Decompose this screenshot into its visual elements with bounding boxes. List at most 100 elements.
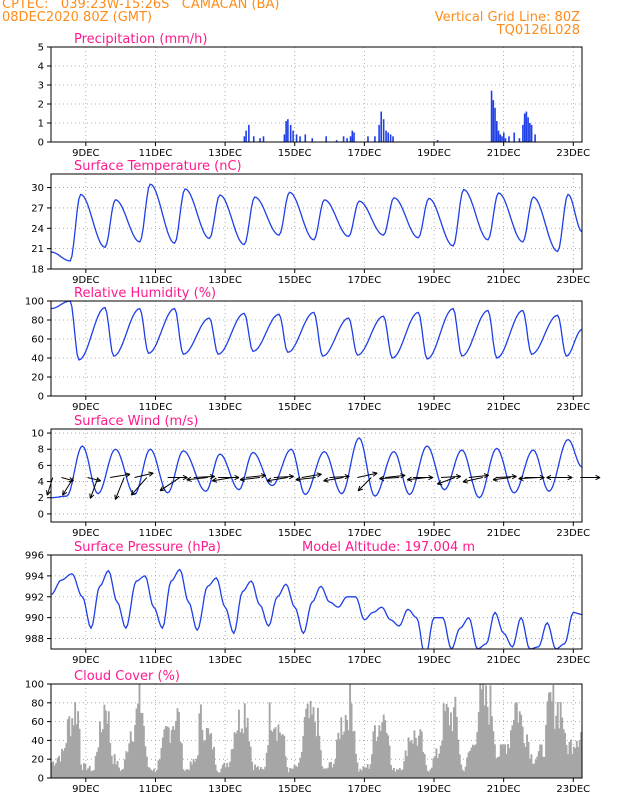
cloud-bar (232, 748, 235, 778)
cloud-bar (545, 724, 547, 778)
cloud-bar (173, 729, 176, 778)
ytick-label-wind: 4 (38, 477, 44, 488)
wind-vector-head (372, 471, 378, 477)
cloud-bar (63, 747, 66, 778)
wind-vector (240, 477, 260, 481)
cloud-bar (417, 735, 420, 778)
cloud-bar (485, 685, 488, 778)
panel-temp: 18 21 24 27 30 9DEC 11DEC 13DEC 15DEC 17DEC 19DEC 2… (31, 159, 590, 286)
cloud-bar (335, 739, 338, 778)
ytick-label-temp: 24 (31, 224, 44, 235)
wind-vector-head (89, 493, 95, 499)
cloud-bar (104, 710, 107, 778)
cloud-bar (393, 767, 395, 778)
wind-vector-head (182, 474, 188, 481)
xtick-label-rh: 11DEC (139, 402, 173, 413)
cloud-bar (363, 767, 366, 778)
cloud-bar (356, 762, 359, 778)
cloud-bar (119, 770, 122, 778)
cloud-bar (318, 735, 321, 778)
wind-vector-head (400, 473, 406, 479)
cloud-bar (562, 729, 565, 778)
panel-title-rh: Relative Humidity (%) (74, 286, 216, 301)
ytick-label-pres: 992 (25, 592, 44, 603)
xtick-label-pres: 21DEC (487, 655, 521, 666)
cloud-bar (501, 744, 504, 778)
cloud-bar (376, 736, 379, 778)
precip-bar (378, 124, 380, 142)
cloud-bar (85, 769, 88, 778)
cloud-bar (578, 740, 581, 778)
cloud-bar (423, 754, 426, 778)
cloud-bar (309, 700, 312, 778)
cloud-bar (404, 750, 407, 778)
cloud-bar (103, 704, 106, 778)
cloud-bar (517, 722, 520, 778)
cloud-bar (216, 770, 218, 778)
cloud-bar (467, 752, 470, 778)
ytick-label-wind: 10 (31, 429, 44, 440)
cloud-bar (542, 756, 545, 778)
panel-title-precip: Precipitation (mm/h) (74, 32, 207, 47)
wind-vector-head (62, 490, 68, 496)
cloud-bar (505, 753, 508, 778)
wind-vector-head (186, 476, 192, 482)
cloud-bar (284, 756, 287, 778)
precip-bar (259, 138, 261, 142)
precip-bar (285, 121, 287, 142)
cloud-bar (163, 729, 166, 778)
panel-title-wind: Surface Wind (m/s) (74, 414, 198, 429)
cloud-bar (409, 741, 411, 778)
cloud-bar (202, 741, 205, 778)
cloud-bar (438, 753, 441, 778)
precip-bar (494, 107, 496, 142)
cloud-bar (84, 763, 87, 778)
cloud-bar (118, 767, 120, 778)
cloud-bar (455, 717, 458, 778)
precip-bar (502, 132, 505, 142)
cloud-bar (350, 703, 353, 778)
cloud-bar (441, 740, 444, 778)
cloud-bar (262, 769, 265, 778)
cloud-bar (107, 711, 110, 778)
cloud-bar (255, 767, 258, 778)
cloud-bar (457, 739, 460, 778)
cloud-bar (401, 769, 404, 778)
precip-bar (497, 130, 500, 142)
cloud-bar (274, 727, 277, 778)
wind-vector (62, 477, 75, 496)
cloud-bar (419, 729, 422, 778)
cloud-bar (448, 725, 451, 778)
cloud-bar (52, 761, 55, 778)
wind-vector (46, 477, 54, 496)
cloud-bar (347, 730, 350, 778)
cloud-bar (113, 754, 116, 778)
wind-vector-head (483, 473, 489, 479)
cloud-bar (410, 739, 413, 778)
cloud-bar (132, 741, 135, 778)
cloud-bar (167, 727, 170, 778)
cloud-bar (489, 685, 492, 778)
cloud-bar (306, 703, 309, 778)
cloud-bar (72, 725, 75, 778)
cloud-bar (237, 709, 240, 778)
cloud-bar (224, 767, 227, 778)
cloud-bar (65, 743, 68, 778)
cloud-bar (398, 767, 401, 778)
cloud-bar (56, 757, 59, 778)
cloud-bar (87, 768, 90, 778)
cloud-bar (567, 754, 569, 778)
cloud-bar (395, 769, 398, 778)
cloud-bar (340, 717, 343, 778)
cloud-bar (109, 742, 112, 778)
ytick-label-rh: 20 (31, 373, 44, 384)
cloud-bar (123, 759, 126, 778)
cloud-bar (186, 769, 189, 778)
cloud-bar (496, 757, 499, 778)
ytick-label-precip: 3 (38, 81, 44, 92)
xtick-label-cloud: 11DEC (139, 784, 173, 795)
cloud-bar (507, 743, 509, 778)
precip-bar (392, 136, 394, 142)
frame-pres (50, 554, 583, 650)
cloud-bar (141, 713, 144, 778)
